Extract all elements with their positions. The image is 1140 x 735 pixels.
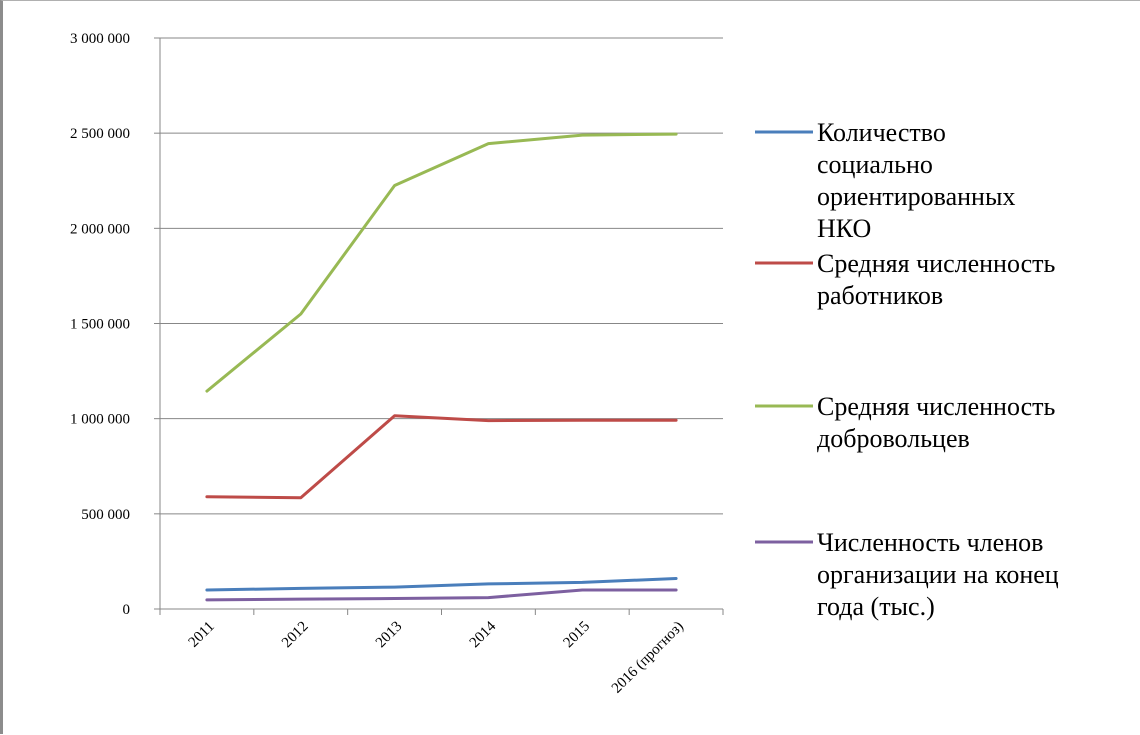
gridlines [160, 37, 723, 515]
legend-label-3: Средняя численность [817, 392, 1056, 421]
x-tick-label: 2015 [561, 619, 594, 652]
y-axis-ticks: 0 500 000 1 000 000 1 500 000 2 000 000 2 500… [70, 31, 160, 618]
legend-label-2: работников [817, 281, 943, 310]
legend-label-4: организации на конец [817, 560, 1059, 589]
series-line-2 [205, 414, 678, 500]
series-lines [205, 132, 678, 602]
legend: Количество социально ориентированных НКО Сре… [755, 118, 1059, 621]
series-line-3 [205, 132, 678, 393]
y-tick-label: 1 500 000 [70, 317, 130, 333]
y-tick-label: 500 000 [81, 507, 130, 523]
legend-label-1: социально [817, 150, 933, 179]
y-tick-label: 0 [123, 602, 131, 618]
y-tick-label: 3 000 000 [70, 31, 130, 47]
x-tick-label: 2016 (прогноз) [609, 619, 687, 697]
legend-label-4: года (тыс.) [817, 592, 935, 621]
x-tick-label: 2014 [467, 618, 500, 651]
series-line-1 [205, 577, 678, 592]
series-line-4 [205, 588, 678, 602]
y-tick-label: 2 500 000 [70, 126, 130, 142]
legend-label-1: Количество [817, 118, 946, 147]
legend-label-2: Средняя численность [817, 249, 1056, 278]
x-tick-label: 2012 [279, 619, 312, 652]
x-tick-label: 2011 [186, 619, 218, 651]
legend-label-3: добровольцев [817, 424, 970, 453]
legend-label-1: НКО [817, 214, 871, 243]
legend-label-1: ориентированных [817, 182, 1015, 211]
x-tick-label: 2013 [373, 619, 406, 652]
x-axis-ticks: 2011 2012 2013 2014 2015 2016 (прогноз) [159, 609, 724, 697]
y-tick-label: 2 000 000 [70, 221, 130, 237]
y-tick-label: 1 000 000 [70, 412, 130, 428]
line-chart: 0 500 000 1 000 000 1 500 000 2 000 000 2 500… [70, 31, 1059, 697]
legend-label-4: Численность членов [817, 528, 1043, 557]
